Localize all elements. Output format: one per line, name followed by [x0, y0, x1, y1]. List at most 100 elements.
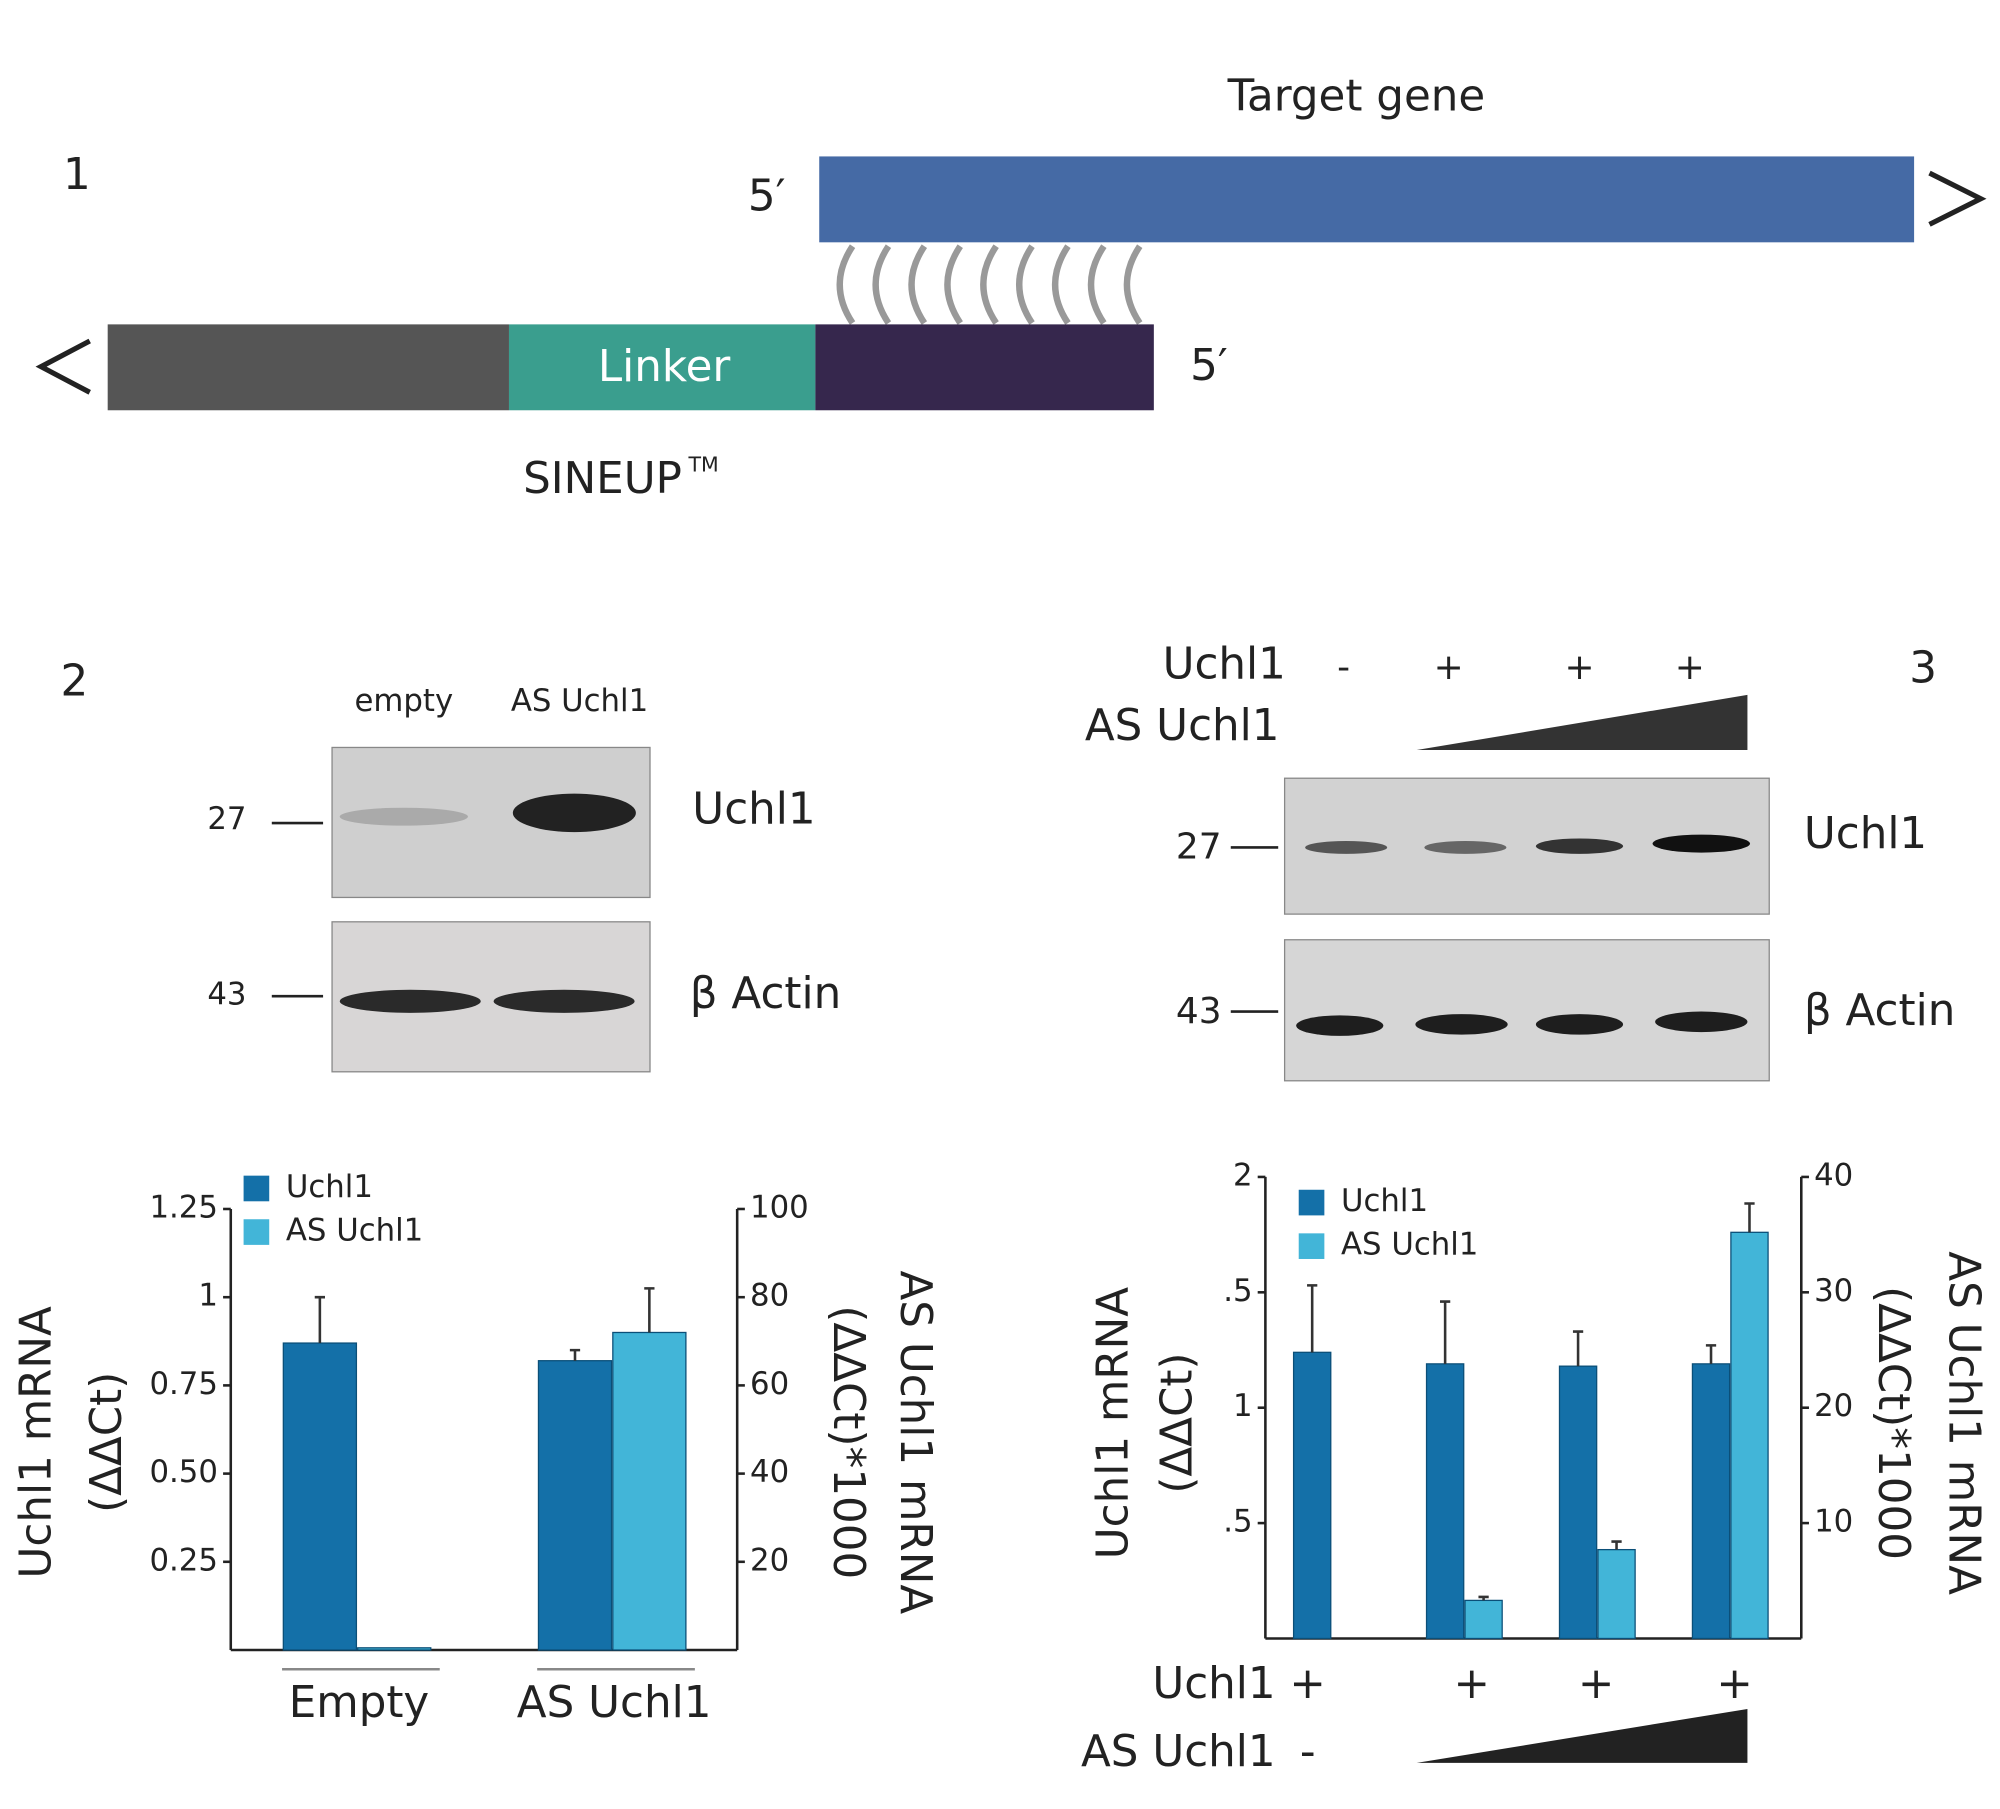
error-bar: [1611, 1540, 1622, 1550]
y2-tick-label: 40: [750, 1454, 789, 1490]
y-tick-label: 0.25: [149, 1542, 217, 1578]
y2-tick-label: 20: [750, 1542, 789, 1578]
band: [339, 989, 481, 1013]
gradient-triangle: [1416, 1708, 1748, 1763]
error-bar: [1572, 1330, 1584, 1367]
error-bar: [1705, 1344, 1717, 1364]
bar-chart: 0.25 0.50 0.75 1 1.25 20 40 60 80 100 Uchl1 mRNA (Δ…: [11, 1169, 939, 1728]
lane-label: empty: [355, 683, 454, 719]
band: [339, 807, 468, 826]
bar: [1597, 1548, 1636, 1640]
row-mark: -: [1337, 647, 1350, 688]
band: [493, 989, 635, 1013]
marker: 43: [207, 977, 246, 1013]
y-tick-label: 0.75: [149, 1366, 217, 1402]
arrow: [35, 338, 91, 395]
legend-swatch: [1298, 1233, 1325, 1259]
bar: [537, 1360, 613, 1651]
panel-number: 3: [1909, 644, 1937, 694]
legend-swatch: [243, 1175, 270, 1202]
y-axis-label: Uchl1 mRNA: [1088, 1287, 1138, 1559]
y2-tick-label: 60: [750, 1366, 789, 1402]
row-mark: +: [1434, 647, 1464, 688]
row-label: AS Uchl1: [1085, 701, 1280, 751]
gradient-triangle: [1416, 694, 1748, 751]
y-axis-label: (ΔΔCt): [1152, 1353, 1202, 1494]
diagram: 1 Target gene 5′ Linker 5′ SINEUP TM: [35, 72, 1987, 504]
y2-tick-label: 30: [1814, 1273, 1853, 1309]
x-tick-label: AS Uchl1: [517, 1678, 712, 1728]
y-tick-label: 1.25: [149, 1189, 217, 1225]
row-mark: -: [1300, 1727, 1316, 1777]
y2-tick-label: 40: [1814, 1157, 1853, 1193]
marker: 27: [1176, 827, 1222, 868]
error-bar: [314, 1295, 325, 1344]
bar: [1730, 1231, 1769, 1640]
row-label: Uchl1: [1152, 1659, 1275, 1709]
x-tick-label: Empty: [289, 1678, 430, 1728]
band: [1655, 1011, 1748, 1033]
band: [1535, 1014, 1624, 1035]
blot-2: 2 empty AS Uchl1 27 43 Uchl1 β Actin: [60, 656, 841, 1073]
y2-axis-label: AS Uchl1 mRNA: [1939, 1251, 1989, 1595]
legend-swatch: [243, 1219, 270, 1245]
row-mark: +: [1716, 1659, 1753, 1709]
band: [1305, 841, 1388, 854]
legend-swatch: [1298, 1189, 1325, 1216]
protein: Uchl1: [1804, 809, 1927, 859]
bar: [282, 1342, 358, 1651]
y2-axis-label: AS Uchl1 mRNA: [890, 1271, 940, 1615]
panel-number: 1: [63, 150, 91, 200]
y-axis-label: (ΔΔCt): [82, 1372, 132, 1513]
y2-tick-label: 20: [1814, 1388, 1853, 1424]
marker: 27: [207, 801, 246, 837]
pairing: [836, 244, 1143, 325]
trademark: TM: [687, 452, 718, 476]
protein: Uchl1: [692, 785, 815, 835]
error-bar: [644, 1287, 655, 1333]
row-mark: +: [1289, 1659, 1326, 1709]
bar: [1558, 1365, 1598, 1640]
row-mark: +: [1564, 647, 1594, 688]
legend-label: Uchl1: [286, 1169, 373, 1205]
y-axis-label: Uchl1 mRNA: [11, 1306, 61, 1578]
error-bar: [1744, 1202, 1755, 1233]
bar: [1464, 1599, 1503, 1640]
blot: [1283, 939, 1770, 1082]
error-bar: [569, 1348, 581, 1361]
band: [1424, 841, 1507, 854]
linker: [508, 324, 816, 411]
sineup-body: [107, 324, 509, 411]
legend-label: AS Uchl1: [286, 1213, 423, 1249]
target-gene: [819, 156, 1915, 243]
error-bar: [1478, 1595, 1489, 1601]
band: [1652, 834, 1750, 853]
protein: β Actin: [1804, 986, 1955, 1036]
error-bar: [1307, 1284, 1318, 1353]
target-end: 5′: [748, 172, 786, 222]
row-mark: +: [1578, 1659, 1615, 1709]
y2-tick-label: 10: [1814, 1504, 1853, 1540]
panel-number: 2: [60, 656, 88, 706]
band: [1415, 1014, 1508, 1035]
bar: [612, 1331, 687, 1651]
linker-label: Linker: [598, 342, 730, 392]
sineup-label: SINEUP: [523, 454, 682, 504]
y-tick-label: 0.50: [149, 1454, 217, 1490]
y2-tick-label: 100: [750, 1189, 809, 1225]
y-tick-label: 1: [198, 1278, 218, 1314]
sineup-end: 5′: [1190, 341, 1228, 391]
error-bar: [1440, 1300, 1451, 1364]
blot-3: 3 Uchl1 - + + + AS Uchl1 27 43 Uchl1 β A…: [1085, 640, 1955, 1082]
row-mark: +: [1675, 647, 1705, 688]
row-mark: +: [1454, 1659, 1491, 1709]
y-tick-label: .5: [1223, 1273, 1252, 1309]
bar: [1292, 1351, 1332, 1640]
y-tick-label: 2: [1233, 1157, 1253, 1193]
protein: β Actin: [690, 969, 841, 1019]
row-label: Uchl1: [1163, 640, 1286, 690]
band: [1296, 1015, 1384, 1036]
y-tick-label: .5: [1223, 1504, 1252, 1540]
